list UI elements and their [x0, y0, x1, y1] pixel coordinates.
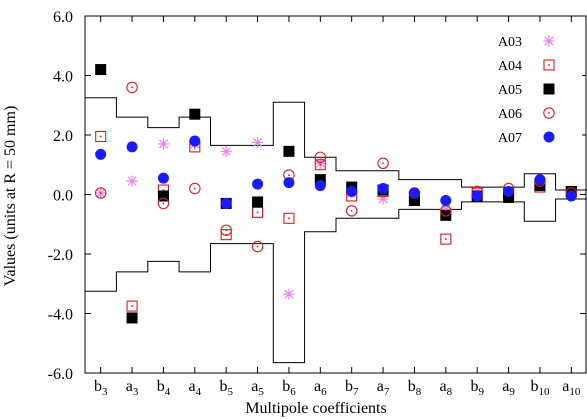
x-tick-label: a4	[189, 378, 202, 398]
point-a04-11	[440, 233, 452, 245]
point-a06-9	[377, 157, 389, 170]
legend-label-a07: A07	[498, 131, 522, 146]
point-a05-10	[408, 194, 420, 206]
point-a07-9	[377, 183, 389, 195]
y-tick-label: -4.0	[48, 307, 73, 324]
legend-marker-a07	[543, 131, 555, 143]
x-tick-label: a3	[126, 378, 139, 398]
x-tick-label: b10	[530, 378, 550, 398]
legend-label-a04: A04	[498, 59, 522, 74]
point-a05-2	[157, 190, 169, 202]
point-a04-5	[252, 206, 264, 218]
point-a06-0	[94, 187, 107, 199]
point-a05-1	[126, 312, 138, 324]
x-tick-label: b6	[282, 378, 296, 398]
point-a05-14	[534, 180, 546, 192]
legend-marker-a04	[543, 59, 555, 71]
point-a07-13	[503, 186, 515, 198]
y-tick-label: 0.0	[53, 188, 73, 205]
point-a07-1	[126, 141, 138, 153]
point-a06-7	[314, 151, 327, 164]
point-a04-0	[95, 130, 107, 143]
y-tick-label: 6.0	[53, 9, 73, 26]
point-a06-3	[189, 182, 201, 195]
x-tick-label: b9	[470, 378, 484, 398]
point-a06-2	[157, 197, 170, 210]
x-tick-label: b7	[345, 378, 359, 398]
point-a03-1	[126, 175, 138, 187]
point-a07-0	[95, 148, 107, 160]
x-axis-title: Multipole coefficients	[245, 400, 386, 417]
y-axis-title: Values (units at R = 50 mm)	[2, 106, 19, 287]
point-a07-4	[220, 197, 232, 209]
point-a06-8	[345, 205, 358, 217]
series-a07	[95, 135, 577, 209]
x-tick-label: a6	[314, 378, 327, 398]
point-a07-11	[440, 194, 452, 206]
point-a05-7	[314, 174, 326, 186]
point-a07-15	[565, 190, 577, 202]
x-tick-label: a9	[502, 378, 515, 398]
point-a04-7	[314, 159, 326, 171]
band-lower-line	[85, 198, 587, 364]
legend-label-a06: A06	[498, 107, 522, 122]
x-tick-label: b3	[94, 378, 108, 398]
y-tick-label: 2.0	[53, 128, 73, 145]
point-a06-5	[251, 240, 264, 253]
legend-marker-a06	[543, 107, 555, 119]
x-tick-label: a10	[562, 378, 581, 398]
legend-box	[470, 24, 582, 148]
x-tick-label: b8	[408, 378, 422, 398]
point-a05-11	[440, 209, 452, 221]
x-tick-label: b5	[219, 378, 233, 398]
point-a07-2	[157, 172, 169, 184]
point-a06-1	[126, 81, 138, 94]
point-a05-3	[189, 108, 201, 120]
point-a03-6	[283, 288, 295, 300]
point-a07-3	[189, 135, 201, 147]
point-a07-7	[314, 180, 326, 192]
point-a03-2	[157, 138, 169, 150]
legend-marker-a05	[543, 83, 555, 95]
point-a03-11	[440, 203, 452, 215]
point-a07-14	[534, 174, 546, 186]
y-tick-label: -6.0	[48, 366, 73, 383]
point-a03-9	[377, 193, 389, 205]
x-tick-label: a8	[440, 378, 453, 398]
point-a07-12	[471, 190, 483, 202]
point-a04-1	[126, 300, 138, 312]
point-a04-6	[283, 212, 295, 224]
point-a03-4	[220, 145, 232, 157]
y-tick-label: 4.0	[53, 69, 73, 86]
point-a03-7	[314, 157, 326, 169]
point-a07-6	[283, 177, 295, 189]
point-a05-6	[283, 145, 295, 157]
point-a03-5	[252, 136, 264, 148]
legend-label-a05: A05	[498, 83, 522, 98]
x-tick-label: a7	[377, 378, 390, 398]
y-tick-label: -2.0	[48, 247, 73, 264]
point-a07-5	[252, 178, 264, 190]
point-a05-13	[503, 191, 515, 203]
point-a07-10	[408, 187, 420, 199]
legend-marker-a03	[543, 35, 555, 47]
x-tick-label: b4	[157, 378, 171, 398]
point-a07-8	[346, 186, 358, 198]
point-a06-4	[220, 224, 232, 236]
point-a05-5	[252, 196, 264, 208]
legend-label-a03: A03	[498, 35, 522, 50]
x-tick-label: a5	[251, 378, 264, 398]
point-a05-0	[95, 64, 107, 76]
